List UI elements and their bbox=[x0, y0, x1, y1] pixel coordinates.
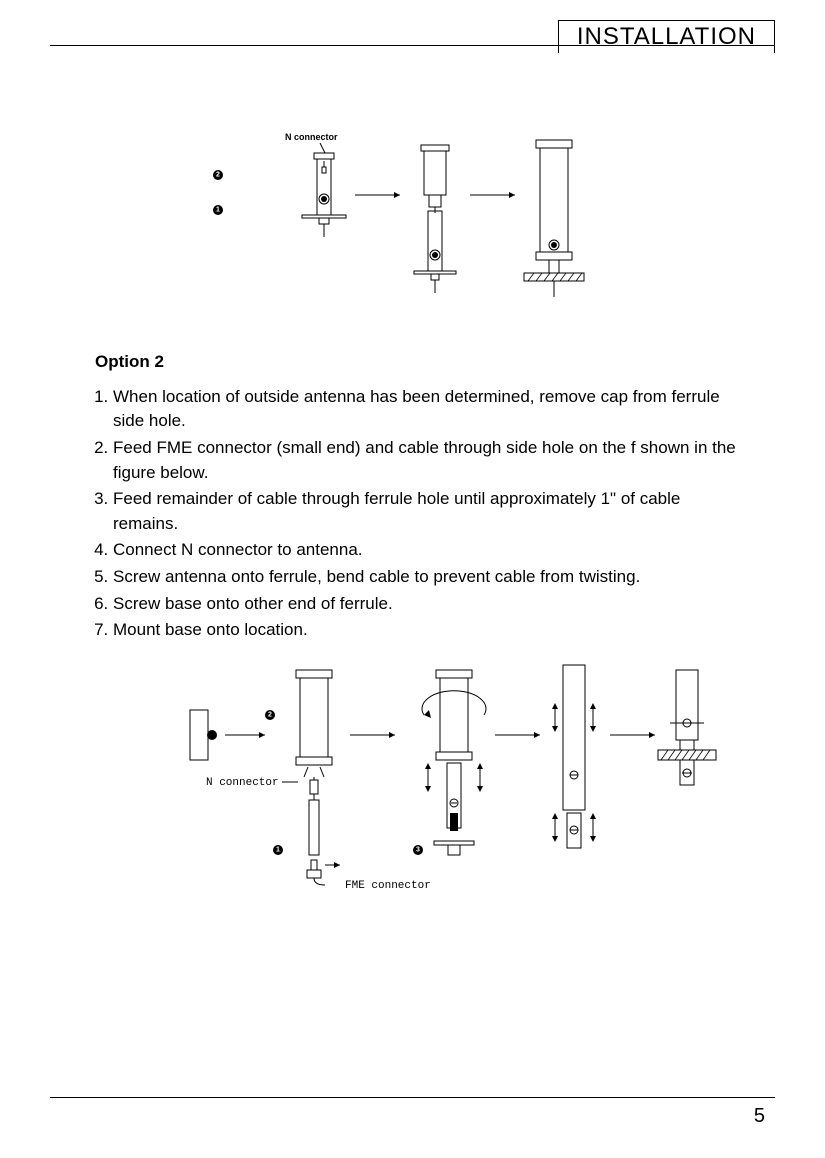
fig1-part2 bbox=[414, 145, 456, 293]
fig1-part1 bbox=[302, 153, 346, 237]
fig2-tall-assembly bbox=[552, 665, 596, 848]
step-5: Screw antenna onto ferrule, bend cable t… bbox=[113, 565, 745, 590]
content-block: Option 2 When location of outside antenn… bbox=[95, 350, 745, 645]
fig2-n-connector-label: N connector bbox=[206, 777, 279, 789]
fig2-arrow-b bbox=[350, 732, 395, 738]
fig1-n-connector-label: N connector bbox=[285, 132, 338, 142]
fig1-part3 bbox=[524, 140, 584, 297]
figure-1: 2 1 N connector bbox=[210, 125, 630, 320]
fig1-callout-2: 2 bbox=[216, 172, 220, 179]
fig2-callout-2: 2 bbox=[268, 712, 272, 719]
fig2-callout-1: 1 bbox=[276, 847, 280, 854]
fig2-callout-3: 3 bbox=[416, 847, 420, 854]
fig1-callout-1: 1 bbox=[216, 207, 220, 214]
fig2-fme-connector-label: FME connector bbox=[345, 880, 431, 892]
fig2-rotation-assembly: 3 bbox=[413, 670, 486, 855]
header-rule bbox=[50, 45, 775, 46]
header-title-box: INSTALLATION bbox=[558, 20, 775, 53]
steps-list: When location of outside antenna has bee… bbox=[95, 385, 745, 643]
figure-2: 2 N connector 1 FME connector bbox=[170, 655, 730, 915]
fig2-mounted bbox=[658, 670, 716, 785]
step-7: Mount base onto location. bbox=[113, 618, 745, 643]
fig2-cap bbox=[190, 710, 217, 760]
step-2: Feed FME connector (small end) and cable… bbox=[113, 436, 745, 485]
fig1-arrow-2 bbox=[470, 192, 515, 198]
step-3: Feed remainder of cable through ferrule … bbox=[113, 487, 745, 536]
fig1-arrow-1 bbox=[355, 192, 400, 198]
fig2-arrow-a bbox=[225, 732, 265, 738]
step-1: When location of outside antenna has bee… bbox=[113, 385, 745, 434]
page-number: 5 bbox=[754, 1105, 765, 1128]
fig2-antenna-tube: N connector 1 FME connector bbox=[206, 670, 431, 892]
fig2-arrow-c bbox=[495, 732, 540, 738]
fig2-arrow-d bbox=[610, 732, 655, 738]
footer-rule bbox=[50, 1097, 775, 1098]
step-4: Connect N connector to antenna. bbox=[113, 538, 745, 563]
step-6: Screw base onto other end of ferrule. bbox=[113, 592, 745, 617]
option-heading: Option 2 bbox=[95, 350, 745, 375]
